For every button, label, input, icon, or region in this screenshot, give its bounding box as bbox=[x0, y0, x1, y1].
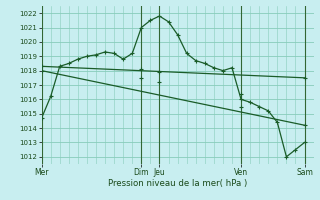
X-axis label: Pression niveau de la mer( hPa ): Pression niveau de la mer( hPa ) bbox=[108, 179, 247, 188]
